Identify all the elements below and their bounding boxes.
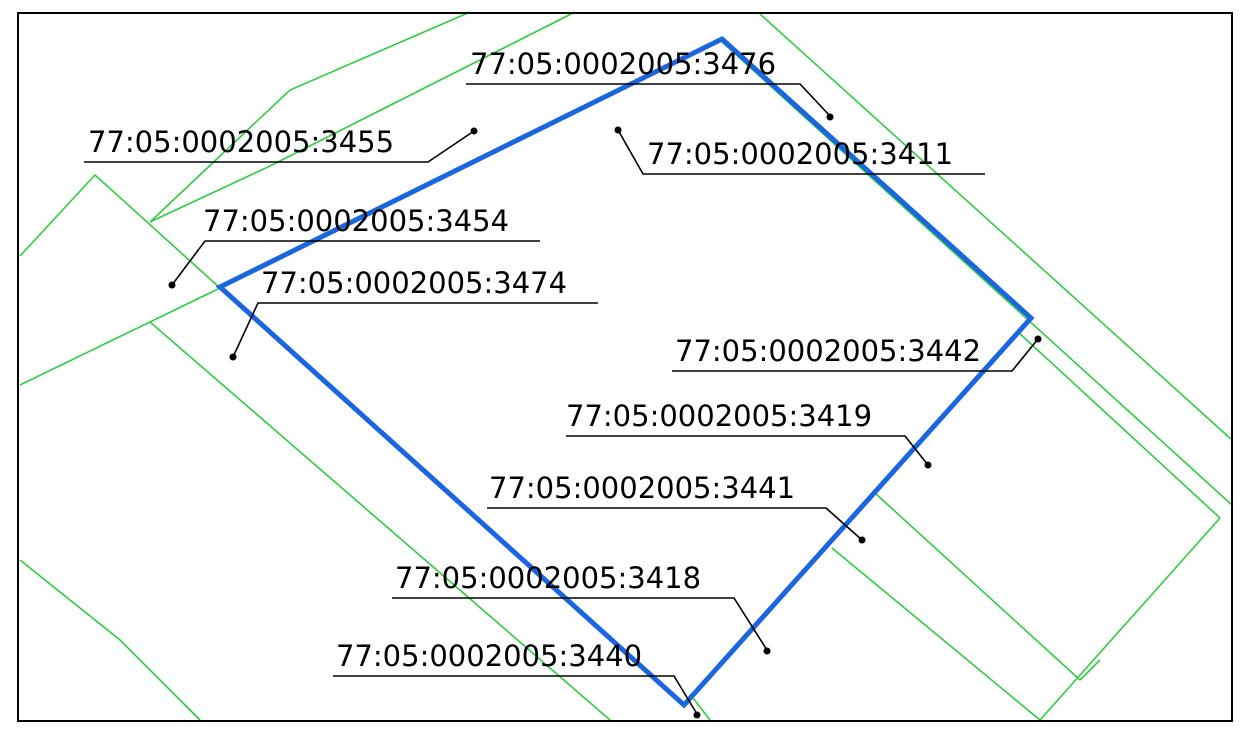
neighbor-boundary-line [19, 287, 221, 386]
leader-line [617, 129, 985, 175]
parcel-number-label: 77:05:0002005:3455 [88, 125, 394, 159]
leader-line [84, 130, 475, 163]
neighbor-boundary-line [149, 321, 611, 721]
parcel-number-label: 77:05:0002005:3454 [203, 204, 509, 238]
neighbor-boundary-line [1079, 659, 1101, 681]
parcel-number-label: 77:05:0002005:3419 [566, 399, 872, 433]
parcel-centroid-dot [229, 353, 237, 361]
parcel-label-3455[interactable]: 77:05:0002005:3455 [84, 125, 478, 163]
neighbor-boundary-line [831, 547, 1041, 721]
leader-line [171, 240, 540, 286]
neighbor-boundary-line [19, 559, 201, 721]
leader-line [466, 83, 831, 117]
parcel-label-3454[interactable]: 77:05:0002005:3454 [168, 204, 541, 289]
leader-line [487, 507, 863, 541]
neighbor-parcel-boundaries [19, 11, 1233, 721]
leader-line [333, 675, 698, 715]
neighbor-boundary-line [269, 11, 576, 167]
parcel-centroid-dot [858, 536, 866, 544]
parcel-centroid-dot [470, 127, 478, 135]
parcel-number-label: 77:05:0002005:3411 [647, 137, 953, 171]
parcel-label-3441[interactable]: 77:05:0002005:3441 [487, 471, 866, 544]
parcel-label-3474[interactable]: 77:05:0002005:3474 [229, 266, 599, 361]
parcel-label-3476[interactable]: 77:05:0002005:3476 [466, 47, 834, 121]
parcel-number-label: 77:05:0002005:3440 [336, 639, 642, 673]
parcel-number-label: 77:05:0002005:3442 [675, 334, 981, 368]
parcel-centroid-dot [826, 113, 834, 121]
neighbor-boundary-line [149, 165, 271, 223]
leader-line [566, 435, 929, 466]
parcel-centroid-dot [924, 461, 932, 469]
parcel-centroid-dot [1034, 335, 1042, 343]
parcel-label-3418[interactable]: 77:05:0002005:3418 [392, 561, 771, 655]
neighbor-boundary-line [875, 493, 1081, 681]
leader-line [232, 302, 598, 358]
parcel-label-3440[interactable]: 77:05:0002005:3440 [333, 639, 701, 719]
parcel-number-label: 77:05:0002005:3474 [261, 266, 567, 300]
parcel-centroid-dot [168, 281, 176, 289]
neighbor-boundary-line [759, 13, 1233, 441]
parcel-label-3442[interactable]: 77:05:0002005:3442 [672, 334, 1042, 372]
parcel-label-3419[interactable]: 77:05:0002005:3419 [566, 399, 932, 469]
leader-line [672, 338, 1039, 372]
neighbor-boundary-line [1017, 331, 1221, 519]
parcel-centroid-dot [614, 126, 622, 134]
parcel-number-label: 77:05:0002005:3418 [395, 561, 701, 595]
neighbor-boundary-line [19, 173, 221, 289]
parcel-label-3411[interactable]: 77:05:0002005:3411 [614, 126, 986, 175]
parcel-number-label: 77:05:0002005:3441 [489, 471, 795, 505]
parcel-number-label: 77:05:0002005:3476 [470, 47, 776, 81]
parcel-labels: 77:05:0002005:3476 77:05:0002005:3455 77… [84, 47, 1042, 719]
neighbor-boundary-line [1039, 517, 1221, 721]
highlighted-parcel-boundary[interactable] [215, 36, 1035, 709]
parcel-centroid-dot [693, 711, 701, 719]
neighbor-boundary-line [721, 41, 1233, 506]
neighbor-boundary-line [149, 11, 471, 223]
parcel-centroid-dot [763, 647, 771, 655]
leader-line [392, 597, 768, 651]
map-frame [17, 12, 1233, 722]
